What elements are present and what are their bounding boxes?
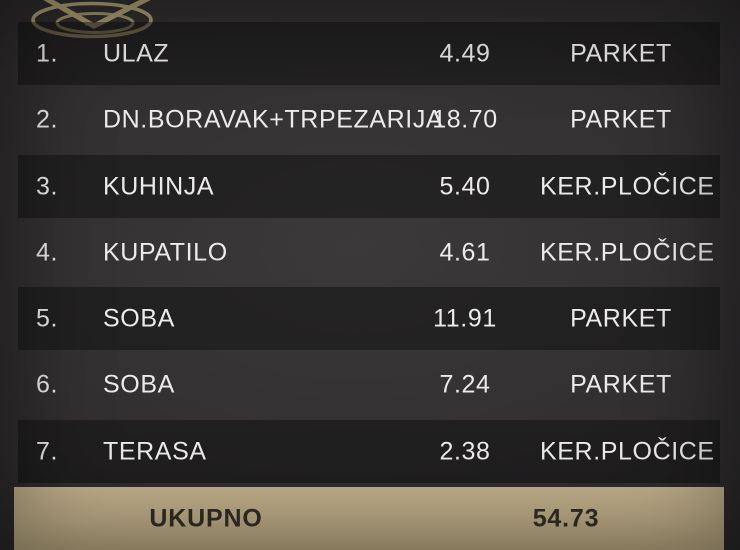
total-row: UKUPNO 54.73	[14, 487, 724, 550]
total-label: UKUPNO	[149, 504, 263, 532]
floor-material: KER.PLOČICE	[540, 238, 715, 266]
floor-material: PARKET	[570, 39, 672, 67]
room-name: SOBA	[103, 370, 175, 399]
row-number: 7.	[36, 437, 59, 465]
table-row: 3. KUHINJA 5.40 KER.PLOČICE	[18, 155, 720, 218]
row-number: 6.	[36, 370, 59, 399]
floor-material: KER.PLOČICE	[540, 172, 715, 200]
room-area: 4.49	[439, 39, 491, 67]
row-number: 2.	[36, 105, 59, 134]
table-row: 4. KUPATILO 4.61 KER.PLOČICE	[18, 218, 720, 287]
floor-material: PARKET	[570, 304, 672, 332]
room-area: 5.40	[439, 172, 491, 200]
room-name: KUHINJA	[103, 172, 215, 200]
room-name: ULAZ	[103, 39, 170, 67]
table-row: 2. DN.BORAVAK+TRPEZARIJA 18.70 PARKET	[18, 85, 720, 155]
floor-material: PARKET	[570, 370, 672, 399]
room-name: KUPATILO	[103, 238, 228, 266]
table-row: 7. TERASA 2.38 KER.PLOČICE	[18, 420, 720, 483]
room-area: 4.61	[439, 238, 491, 266]
oval-swoosh-logo	[31, 0, 153, 39]
row-number: 5.	[36, 304, 59, 332]
room-area: 2.38	[439, 437, 491, 465]
floor-material: KER.PLOČICE	[540, 437, 715, 465]
total-value: 54.73	[532, 504, 600, 532]
row-number: 1.	[36, 39, 59, 67]
floor-material: PARKET	[570, 105, 672, 134]
room-name: TERASA	[103, 437, 207, 465]
table-row: 6. SOBA 7.24 PARKET	[18, 350, 720, 420]
room-area: 7.24	[439, 370, 491, 399]
room-area: 11.91	[433, 304, 497, 332]
room-name: SOBA	[103, 304, 175, 332]
room-name: DN.BORAVAK+TRPEZARIJA	[103, 105, 444, 134]
row-number: 4.	[36, 238, 59, 266]
table-row: 1. ULAZ 4.49 PARKET	[18, 22, 720, 85]
row-number: 3.	[36, 172, 59, 200]
room-area: 18.70	[432, 105, 498, 134]
table-row: 5. SOBA 11.91 PARKET	[18, 287, 720, 350]
